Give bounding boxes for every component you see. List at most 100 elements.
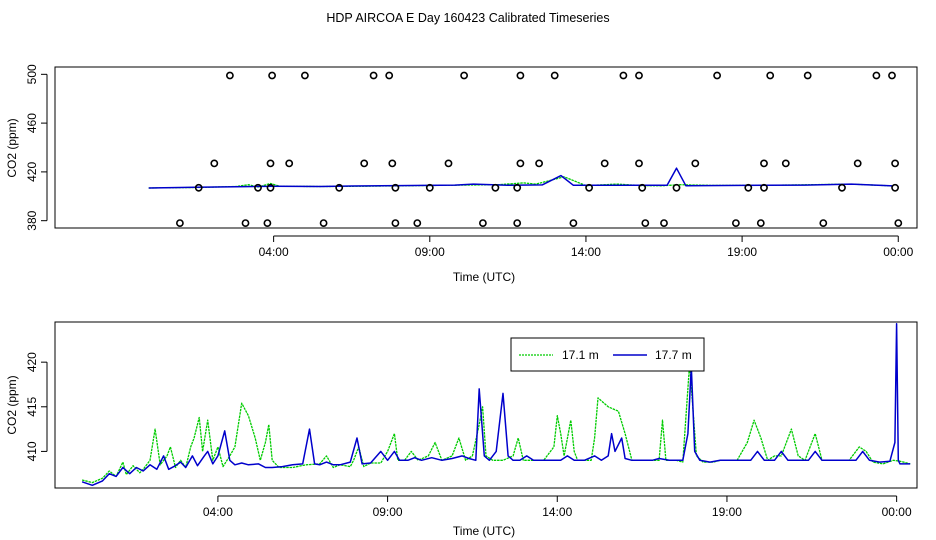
calibration-point — [585, 183, 593, 192]
legend-label-17-1m: 17.1 m — [562, 348, 599, 362]
calibration-point — [838, 183, 846, 192]
calibration-point — [175, 219, 184, 227]
top-y-tick-label: 420 — [25, 162, 39, 182]
calibration-point — [891, 159, 899, 168]
top-x-tick-label: 19:00 — [727, 245, 757, 259]
bottom-x-tick-label: 00:00 — [882, 505, 912, 519]
calibration-point — [516, 71, 525, 80]
calibration-point — [225, 71, 234, 80]
calibration-point — [713, 71, 721, 80]
calibration-point — [550, 71, 559, 80]
top-y-label: CO2 (ppm) — [5, 118, 19, 177]
calibration-point — [781, 159, 790, 168]
calibration-point — [619, 71, 628, 80]
calibration-point — [635, 71, 643, 80]
bottom-x-tick-label: 19:00 — [712, 505, 742, 519]
calibration-point — [300, 71, 309, 80]
calibration-point — [569, 219, 578, 227]
calibration-point — [369, 71, 378, 80]
bottom-x-tick-label: 09:00 — [373, 505, 403, 519]
calibration-point — [285, 159, 294, 168]
top-x-axis: 04:00 09:00 14:00 19:00 00:00 — [259, 235, 914, 259]
calibration-point — [360, 159, 369, 168]
calibration-point — [391, 183, 400, 192]
bottom-x-axis: 04:00 09:00 14:00 19:00 00:00 — [203, 495, 912, 519]
figure-title: HDP AIRCOA E Day 160423 Calibrated Times… — [326, 11, 609, 25]
top-series — [148, 167, 893, 189]
calibration-point — [516, 159, 525, 168]
calibration-point — [819, 219, 828, 227]
calibration-point — [194, 183, 203, 192]
calibration-point — [744, 183, 753, 192]
top-x-tick-label: 14:00 — [571, 245, 601, 259]
bottom-x-tick-label: 14:00 — [542, 505, 572, 519]
calibration-point — [635, 159, 643, 168]
calibration-point — [888, 71, 896, 80]
calibration-point — [319, 219, 328, 227]
legend-label-17-7m: 17.7 m — [655, 348, 692, 362]
bottom-series — [81, 323, 911, 487]
top-calibration-points — [175, 71, 903, 227]
calibration-point — [513, 183, 522, 192]
calibration-point — [732, 219, 740, 227]
bottom-y-axis: 410 415 420 — [25, 352, 48, 461]
calibration-point — [391, 219, 400, 227]
calibration-point — [803, 71, 812, 80]
bottom-y-tick-label: 415 — [25, 396, 39, 416]
calibration-point — [263, 219, 272, 227]
calibration-point — [266, 183, 275, 192]
calibration-point — [254, 183, 262, 192]
calibration-point — [600, 159, 609, 168]
calibration-point — [756, 219, 765, 227]
calibration-point — [894, 219, 903, 227]
calibration-point — [491, 183, 500, 192]
bottom-panel: 04:00 09:00 14:00 19:00 00:00 410 415 420 Time… — [5, 321, 918, 538]
calibration-point — [413, 219, 422, 227]
calibration-point — [425, 183, 434, 192]
bottom-plot-frame — [54, 321, 918, 489]
bottom-y-label: CO2 (ppm) — [5, 375, 19, 434]
legend: 17.1 m 17.7 m — [510, 337, 705, 372]
calibration-point — [891, 183, 899, 192]
top-x-tick-label: 04:00 — [259, 245, 289, 259]
bottom-series-17-7-m — [81, 323, 911, 487]
calibration-point — [388, 159, 397, 168]
top-x-label: Time (UTC) — [453, 270, 515, 284]
calibration-point — [335, 183, 344, 192]
top-x-tick-label: 00:00 — [883, 245, 913, 259]
calibration-point — [478, 219, 487, 227]
calibration-point — [872, 71, 881, 80]
calibration-point — [513, 219, 522, 227]
top-y-tick-label: 460 — [25, 113, 39, 133]
bottom-x-label: Time (UTC) — [453, 524, 515, 538]
top-panel: 04:00 09:00 14:00 19:00 00:00 380 420 460 500 T… — [5, 64, 918, 284]
bottom-series-17-1-m — [81, 363, 911, 484]
calibration-point — [760, 159, 768, 168]
calibration-point — [672, 183, 681, 192]
calibration-point — [266, 159, 275, 168]
top-y-tick-label: 500 — [25, 64, 39, 84]
calibration-point — [760, 183, 768, 192]
bottom-x-tick-label: 04:00 — [203, 505, 233, 519]
calibration-point — [691, 159, 700, 168]
calibration-point — [460, 71, 468, 80]
calibration-point — [210, 159, 219, 168]
calibration-point — [766, 71, 775, 80]
bottom-y-tick-label: 420 — [25, 352, 39, 372]
top-y-axis: 380 420 460 500 — [25, 64, 48, 231]
calibration-point — [385, 71, 394, 80]
calibration-point — [241, 219, 250, 227]
calibration-point — [268, 71, 276, 80]
top-x-tick-label: 09:00 — [415, 245, 445, 259]
calibration-point — [641, 219, 650, 227]
bottom-y-tick-label: 410 — [25, 441, 39, 461]
calibration-point — [638, 183, 647, 192]
calibration-point — [853, 159, 862, 168]
calibration-point — [535, 159, 543, 168]
calibration-point — [444, 159, 453, 168]
top-series-17-7-m — [148, 167, 893, 189]
calibration-point — [660, 219, 668, 227]
top-y-tick-label: 380 — [25, 210, 39, 230]
top-plot-frame — [54, 66, 918, 229]
